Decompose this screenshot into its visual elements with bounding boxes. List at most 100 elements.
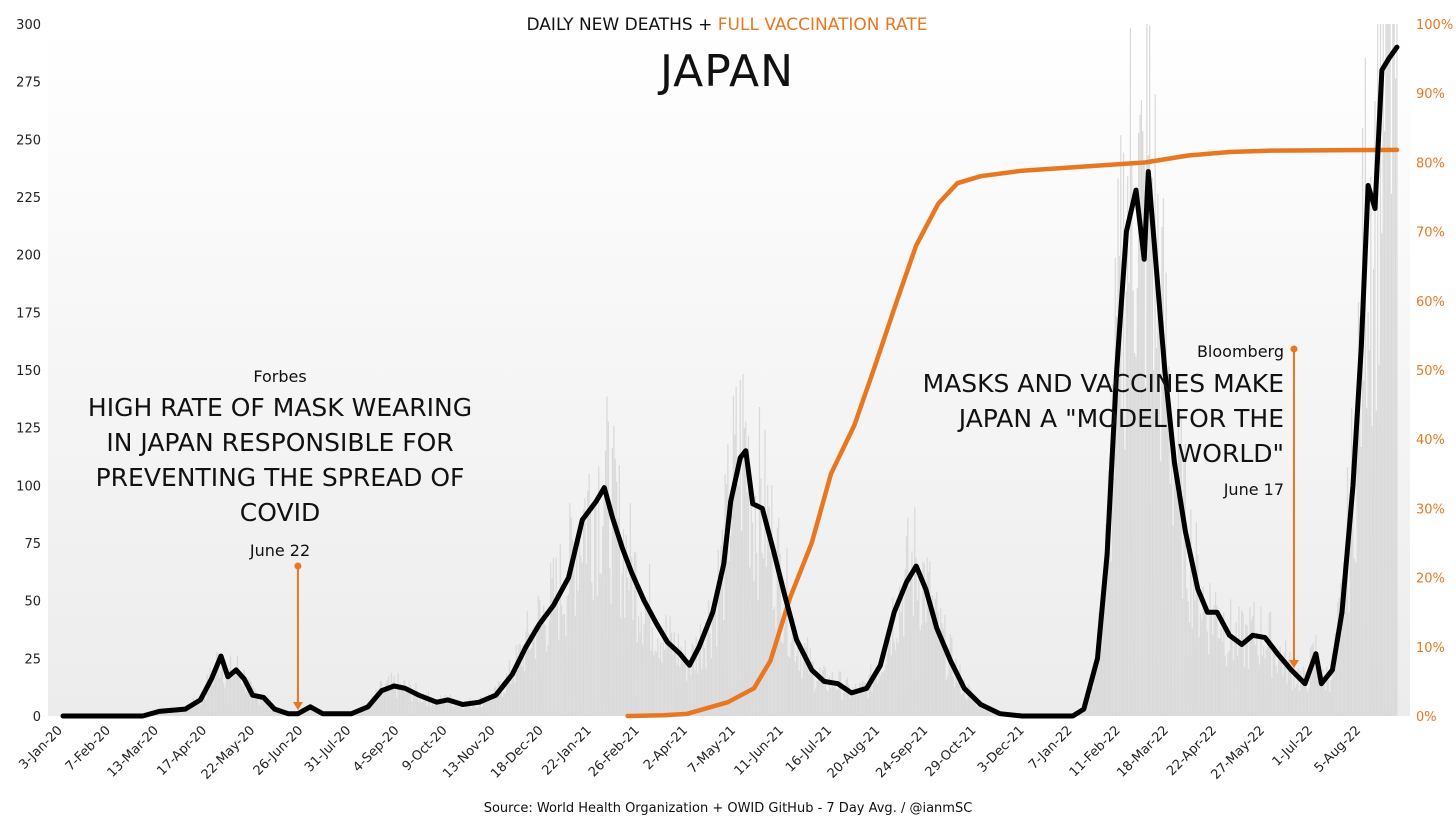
daily-death-bar bbox=[562, 615, 564, 716]
daily-death-bar bbox=[587, 490, 589, 716]
daily-death-bar bbox=[655, 652, 658, 716]
x-tick-label: 7-Feb-20 bbox=[63, 723, 114, 774]
daily-death-bar bbox=[668, 640, 670, 716]
daily-death-bar bbox=[467, 702, 469, 716]
daily-death-bar bbox=[1257, 655, 1259, 716]
daily-death-bar bbox=[577, 591, 579, 716]
daily-death-bar bbox=[1121, 407, 1123, 716]
daily-death-bar bbox=[556, 601, 559, 716]
daily-death-bar bbox=[195, 705, 197, 716]
daily-death-bar bbox=[980, 708, 982, 716]
daily-death-bar bbox=[1293, 667, 1295, 716]
daily-death-bar bbox=[539, 600, 541, 716]
daily-death-bar bbox=[574, 615, 576, 716]
daily-death-bar bbox=[479, 696, 482, 716]
daily-death-bar bbox=[740, 530, 743, 716]
daily-death-bar bbox=[420, 702, 423, 716]
daily-death-bar bbox=[1298, 691, 1301, 716]
annotation-forbes: Forbes HIGH RATE OF MASK WEARING IN JAPAN … bbox=[88, 367, 472, 710]
y-right-tick-label: 20% bbox=[1416, 572, 1445, 587]
daily-death-bar bbox=[1322, 668, 1324, 716]
y-left-tick-label: 225 bbox=[16, 191, 41, 206]
daily-death-bar bbox=[1187, 601, 1189, 716]
daily-death-bar bbox=[354, 713, 357, 716]
daily-death-bar bbox=[1287, 659, 1290, 716]
y-left-tick-label: 25 bbox=[24, 652, 41, 667]
daily-death-bar bbox=[708, 600, 710, 716]
daily-death-bar bbox=[1199, 613, 1202, 716]
daily-death-bar bbox=[975, 706, 978, 716]
daily-death-bar bbox=[762, 558, 765, 716]
x-tick-label: 7-Jan-22 bbox=[1026, 723, 1075, 772]
daily-death-bar bbox=[508, 660, 511, 716]
daily-death-bar bbox=[381, 680, 383, 716]
daily-death-bar bbox=[622, 529, 625, 716]
daily-death-bar bbox=[533, 625, 535, 716]
daily-death-bar bbox=[964, 698, 967, 716]
y-left-tick-label: 75 bbox=[24, 537, 41, 552]
daily-death-bar bbox=[823, 665, 825, 716]
daily-death-bar bbox=[603, 496, 605, 716]
annotation-headline-line: WORLD" bbox=[1178, 439, 1284, 468]
daily-death-bar bbox=[430, 706, 432, 716]
daily-death-bar bbox=[492, 693, 494, 716]
daily-death-bar bbox=[966, 699, 968, 716]
daily-death-bar bbox=[901, 587, 903, 716]
daily-death-bar bbox=[765, 566, 767, 716]
daily-death-bar bbox=[261, 699, 263, 716]
daily-death-bar bbox=[497, 680, 500, 716]
daily-death-bar bbox=[806, 637, 809, 716]
y-left-tick-label: 300 bbox=[16, 18, 41, 33]
daily-death-bar bbox=[271, 710, 273, 716]
x-tick-label: 4-Sep-20 bbox=[350, 723, 402, 775]
daily-death-bar bbox=[606, 396, 608, 716]
daily-death-bar bbox=[849, 698, 851, 716]
daily-death-bar bbox=[1253, 601, 1255, 716]
daily-death-bar bbox=[550, 563, 552, 716]
vaccination-rate-line bbox=[625, 147, 1400, 719]
daily-death-bar bbox=[566, 595, 568, 716]
subtitle-deaths: DAILY NEW DEATHS + bbox=[527, 15, 718, 35]
daily-death-bar bbox=[967, 684, 969, 716]
daily-death-bar bbox=[408, 680, 410, 716]
daily-death-bar bbox=[1087, 702, 1089, 716]
daily-death-bar bbox=[703, 647, 706, 716]
daily-death-bar bbox=[929, 561, 931, 716]
daily-death-bar bbox=[662, 639, 664, 716]
daily-death-bar bbox=[931, 595, 934, 716]
daily-death-bar bbox=[805, 647, 807, 716]
daily-death-bar bbox=[753, 581, 755, 716]
daily-death-bar bbox=[457, 704, 460, 716]
daily-death-bar bbox=[482, 699, 484, 716]
daily-death-bar bbox=[499, 681, 501, 716]
daily-death-bar bbox=[475, 708, 478, 716]
daily-death-bar bbox=[705, 668, 707, 716]
daily-death-bar bbox=[798, 670, 800, 716]
daily-death-bar bbox=[631, 556, 633, 716]
daily-death-bar bbox=[486, 702, 489, 716]
daily-death-bar bbox=[429, 698, 431, 716]
daily-death-bar bbox=[1155, 347, 1158, 716]
daily-death-bar bbox=[1231, 639, 1233, 716]
daily-death-bar bbox=[1094, 663, 1096, 716]
x-tick-label: 9-Oct-20 bbox=[400, 723, 451, 774]
daily-death-bar bbox=[238, 673, 240, 716]
daily-death-bar bbox=[1236, 655, 1239, 716]
daily-death-bar bbox=[1254, 645, 1257, 716]
daily-death-bar bbox=[758, 406, 761, 716]
daily-death-bar bbox=[392, 682, 394, 716]
daily-death-bar bbox=[446, 701, 449, 716]
daily-death-bar bbox=[1305, 681, 1307, 716]
daily-death-bar bbox=[1120, 135, 1122, 716]
daily-death-bar bbox=[628, 590, 630, 716]
daily-death-bar bbox=[232, 673, 234, 716]
daily-death-bar bbox=[205, 699, 207, 716]
daily-death-bar bbox=[1217, 637, 1219, 716]
daily-death-bar bbox=[370, 707, 372, 716]
daily-death-bar bbox=[202, 697, 204, 716]
daily-death-bar bbox=[1381, 233, 1383, 716]
daily-death-bar bbox=[239, 675, 241, 716]
daily-death-bar bbox=[599, 573, 601, 716]
daily-death-bar bbox=[1223, 612, 1225, 716]
daily-death-bar bbox=[654, 650, 656, 716]
